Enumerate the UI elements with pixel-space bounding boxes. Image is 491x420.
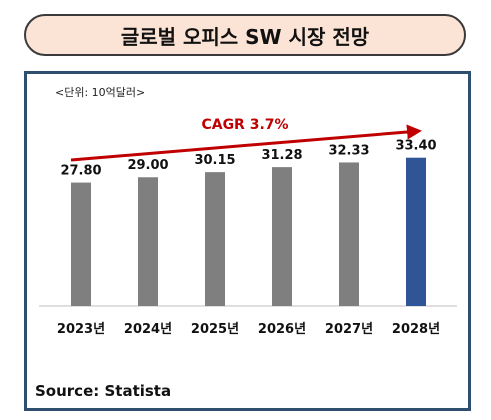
value-label: 29.00	[127, 158, 168, 173]
value-label: 30.15	[194, 153, 235, 168]
bar-2023년	[71, 182, 91, 306]
value-label: 32.33	[328, 143, 369, 158]
bar-2028년	[406, 157, 426, 306]
value-label: 27.80	[60, 164, 101, 179]
category-label: 2028년	[392, 322, 440, 337]
cagr-trend-arrow	[70, 124, 422, 162]
bar-2026년	[272, 167, 292, 306]
bar-2027년	[339, 162, 359, 306]
category-label: 2026년	[258, 322, 306, 337]
chart-frame: <단위: 10억달러> 27.80 2023년 29.00 2024년 30.15 202…	[24, 71, 471, 411]
category-label: 2027년	[325, 322, 373, 337]
category-label: 2024년	[124, 322, 172, 337]
bar-2024년	[138, 177, 158, 306]
value-label: 33.40	[395, 139, 436, 154]
category-label: 2025년	[191, 322, 239, 337]
bar-2025년	[205, 172, 225, 306]
unit-label: <단위: 10억달러>	[55, 86, 146, 99]
source-note: Source: Statista	[35, 382, 172, 400]
bar-chart: 27.80 2023년 29.00 2024년 30.15 2025년 31.28 2026년…	[39, 117, 457, 337]
cagr-annotation: CAGR 3.7%	[201, 117, 288, 133]
chart-title-banner: 글로벌 오피스 SW 시장 전망	[24, 14, 466, 56]
category-label: 2023년	[57, 322, 105, 337]
chart-title: 글로벌 오피스 SW 시장 전망	[120, 24, 370, 49]
value-label: 31.28	[261, 148, 302, 163]
